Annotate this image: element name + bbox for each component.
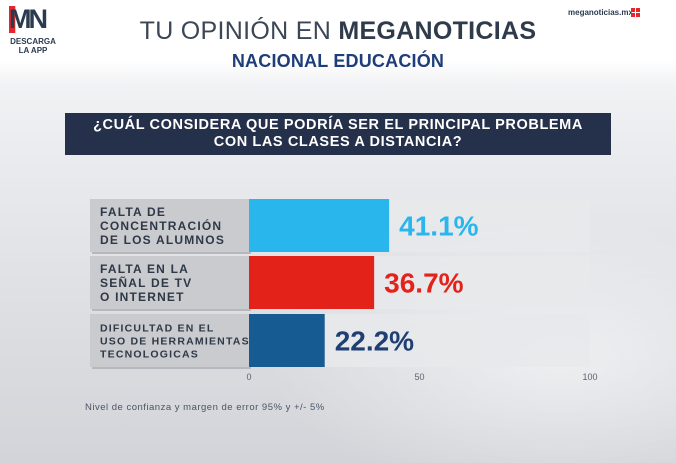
category-label: USO DE HERRAMIENTAS	[100, 335, 250, 347]
question-banner: ¿CUÁL CONSIDERA QUE PODRÍA SER EL PRINCI…	[65, 113, 611, 155]
bar	[249, 314, 325, 367]
bar	[249, 199, 390, 252]
site-url[interactable]: meganoticias.mx	[568, 8, 633, 17]
logo-mark: MN	[9, 6, 51, 33]
value-label: 36.7%	[384, 268, 463, 299]
category-label: DIFICULTAD EN EL	[100, 322, 214, 334]
category-box	[90, 199, 249, 252]
logo-red-stripe	[9, 6, 16, 33]
title-light: TU OPINIÓN EN	[139, 17, 339, 45]
category-label: FALTA DE	[100, 205, 166, 219]
confidence-footnote: Nivel de confianza y margen de error 95%…	[85, 402, 325, 413]
category-label: CONCENTRACIÓN	[100, 218, 222, 233]
download-app-label[interactable]: DESCARGA LA APP	[10, 37, 56, 55]
title-bold: MEGANOTICIAS	[338, 17, 537, 45]
tick-label: 0	[246, 372, 251, 382]
category-label: FALTA EN LA	[100, 262, 189, 276]
grid-icon	[631, 8, 641, 18]
logo-letters: MN	[9, 4, 48, 34]
page-title: TU OPINIÓN EN MEGANOTICIAS	[0, 15, 676, 47]
value-label: 22.2%	[335, 326, 414, 357]
category-label: O INTERNET	[100, 290, 185, 304]
category-label: TECNOLOGICAS	[100, 348, 199, 360]
bar	[249, 256, 375, 309]
tick-label: 50	[414, 372, 424, 382]
section-subtitle: NACIONAL EDUCACIÓN	[231, 51, 445, 71]
value-label: 41.1%	[399, 211, 478, 242]
question-text: ¿CUÁL CONSIDERA QUE PODRÍA SER EL PRINCI…	[93, 117, 583, 150]
category-box	[90, 314, 249, 367]
category-box	[90, 256, 249, 309]
category-label: SEÑAL DE TV	[100, 275, 192, 290]
category-label: DE LOS ALUMNOS	[100, 233, 225, 247]
tick-label: 100	[582, 372, 597, 382]
